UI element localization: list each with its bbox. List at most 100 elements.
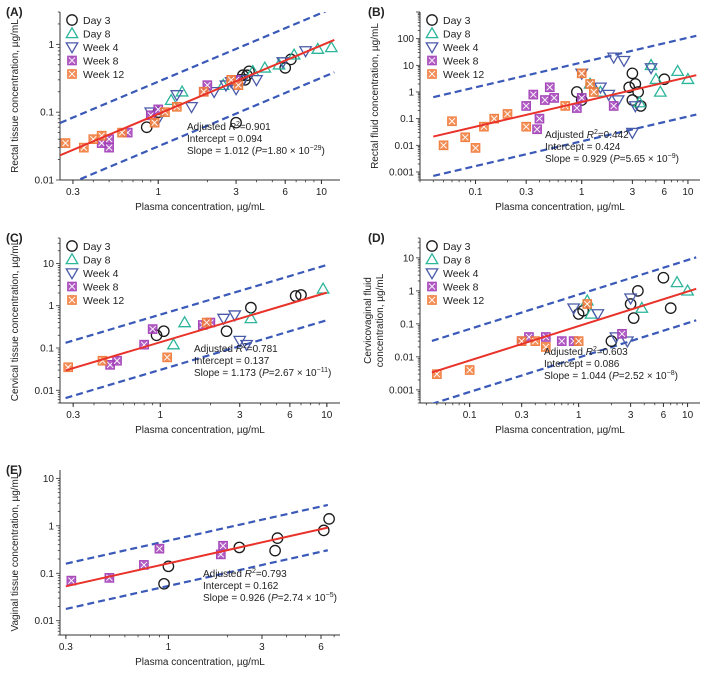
point-week-8	[147, 324, 158, 334]
x-tick-label: 3	[237, 410, 243, 421]
legend-label: Week 12	[443, 295, 484, 307]
legend-marker	[425, 42, 439, 55]
point-day-3	[220, 325, 233, 338]
legend-label: Week 12	[443, 69, 484, 81]
stat-intercept: Intercept = 0.424	[545, 142, 621, 153]
point-week-8	[556, 336, 567, 346]
x-tick-label: 0.3	[66, 187, 80, 198]
fit-lines	[65, 503, 329, 611]
point-week-8	[521, 101, 532, 111]
y-tick-label: 0.001	[389, 385, 414, 396]
point-week-4	[625, 127, 640, 140]
point-week-12	[502, 109, 513, 119]
point-week-4	[620, 336, 635, 349]
point-day-8	[164, 93, 179, 106]
legend-label: Day 3	[83, 15, 111, 27]
x-tick-label: 6	[661, 410, 667, 421]
y-axis-label: Cervical tissue concentration, µg/mL	[10, 239, 21, 401]
x-tick-label: 3	[259, 642, 265, 653]
lower-band-line	[431, 319, 697, 403]
y-tick-label: 0.1	[40, 344, 54, 355]
legend-label: Week 4	[83, 42, 119, 54]
point-week-12	[162, 352, 172, 363]
upper-band-line	[431, 256, 697, 342]
point-day-3	[157, 325, 170, 338]
legend-marker	[67, 281, 77, 292]
point-week-4	[617, 55, 631, 68]
stat-intercept: Intercept = 0.094	[187, 134, 263, 145]
point-week-12	[582, 299, 593, 309]
legend-label: Day 3	[443, 241, 471, 253]
point-week-8	[617, 328, 627, 339]
legend-marker	[425, 252, 439, 265]
point-day-3	[162, 560, 175, 573]
lower-band-line	[65, 549, 329, 611]
point-week-12	[573, 336, 584, 346]
stat-intercept: Intercept = 0.137	[194, 356, 270, 367]
point-day-8	[166, 337, 181, 350]
y-tick-label: 10	[403, 253, 415, 264]
stat-adjusted-r2: Adjusted R2=0.781	[194, 343, 278, 355]
x-tick-label: 1	[166, 642, 172, 653]
point-week-12	[470, 143, 481, 153]
legend-marker	[426, 240, 438, 252]
point-week-12	[541, 342, 551, 352]
legend-label: Week 8	[443, 55, 479, 67]
stat-adjusted-r2: Adjusted R2=0.442	[545, 129, 629, 141]
legend-marker	[67, 55, 77, 66]
point-week-8	[528, 89, 539, 100]
x-tick-label: 0.3	[515, 410, 529, 421]
x-tick-label: 1	[155, 187, 161, 198]
x-axis-label: Plasma concentration, µg/mL	[495, 202, 625, 213]
point-week-12	[585, 79, 595, 89]
legend-label: Day 8	[443, 254, 471, 266]
point-week-12	[438, 140, 449, 151]
legend-marker	[427, 55, 437, 66]
regression-line	[431, 287, 697, 374]
point-week-8	[540, 95, 550, 105]
y-tick-label: 0.01	[35, 386, 55, 397]
point-day-3	[230, 116, 242, 129]
stat-slope: Slope = 0.929 (P=5.65 × 10−9)	[545, 153, 679, 165]
legend-label: Day 8	[83, 28, 111, 40]
panel-A: (A) 0.3 1 3 6 10 0.01 0.1 1 Plasma concentration,…	[6, 5, 340, 213]
stat-slope: Slope = 1.173 (P=2.67 × 10−11)	[194, 367, 331, 379]
x-tick-label: 10	[321, 410, 333, 421]
legend-label: Day 8	[83, 254, 111, 266]
legend-marker	[65, 252, 79, 265]
y-axis-label: Rectal fluid concentration, µg/mL	[370, 23, 381, 169]
point-day-8	[670, 64, 685, 77]
y-tick-label: 0.1	[40, 108, 54, 119]
point-week-12	[60, 138, 71, 148]
x-tick-label: 6	[287, 410, 293, 421]
point-day-8	[287, 47, 301, 60]
y-tick-label: 10	[403, 61, 415, 72]
x-tick-label: 1	[576, 410, 582, 421]
x-tick-label: 3	[630, 187, 636, 198]
y-tick-label: 100	[397, 34, 414, 45]
regression-line	[433, 74, 697, 138]
point-week-8	[608, 101, 619, 111]
point-day-3	[323, 513, 335, 525]
regression-line	[65, 291, 328, 372]
stat-slope: Slope = 0.926 (P=2.74 × 10−5)	[203, 592, 337, 604]
point-day-3	[632, 86, 644, 98]
point-week-12	[576, 68, 587, 79]
point-week-12	[447, 116, 457, 127]
panel-B: (B) 0.1 0.3 1 3 6 10 0.001 0.01 0.1 1 10 100 Plasma c…	[368, 5, 700, 213]
point-week-4	[239, 339, 254, 352]
point-day-3	[623, 81, 636, 94]
x-axis-label: Plasma concentration, µg/mL	[135, 657, 265, 668]
x-tick-label: 6	[318, 642, 324, 653]
fit-lines	[431, 256, 697, 403]
point-day-3	[627, 312, 640, 324]
point-week-12	[201, 317, 212, 328]
legend-label: Week 12	[83, 295, 124, 307]
panel-label: (B)	[368, 5, 385, 19]
stat-slope: Slope = 1.012 (P=1.80 × 10−29)	[187, 145, 325, 157]
point-week-8	[104, 142, 114, 153]
legend-label: Week 12	[83, 69, 124, 81]
